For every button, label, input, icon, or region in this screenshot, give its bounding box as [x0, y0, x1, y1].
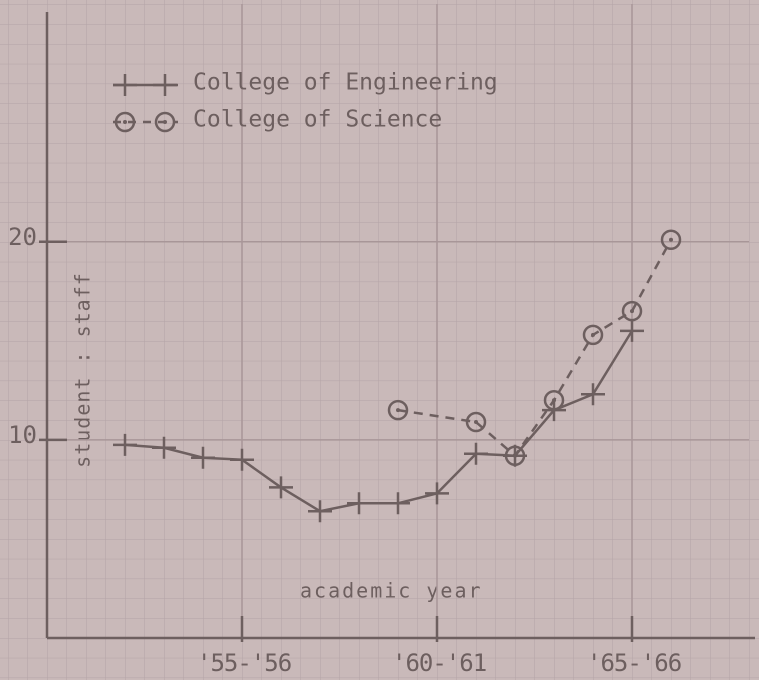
- y-tick-label: 10: [8, 421, 37, 449]
- data-point-dot: [474, 420, 478, 424]
- data-point-dot: [630, 309, 634, 313]
- x-tick-label: '60-'61: [392, 649, 486, 677]
- data-point-dot: [513, 454, 517, 458]
- legend-label: College of Engineering: [193, 70, 498, 96]
- legend-marker-dot: [163, 120, 167, 124]
- chart: academic year student : staff 10 20 '55-'5…: [0, 0, 759, 680]
- legend-marker-dot: [123, 120, 127, 124]
- data-point-dot: [591, 333, 595, 337]
- x-tick-label: '55-'56: [197, 649, 291, 677]
- data-point-dot: [552, 398, 556, 402]
- data-point-dot: [396, 408, 400, 412]
- y-axis-label: student : staff: [71, 272, 95, 468]
- x-tick-label: '65-'66: [587, 649, 681, 677]
- y-tick-label: 20: [8, 223, 37, 251]
- legend-label: College of Science: [193, 107, 442, 133]
- page: {"chart_data": {"type": "line", "xlabel"…: [0, 0, 759, 680]
- x-axis-label: academic year: [300, 579, 483, 603]
- data-point-dot: [669, 238, 673, 242]
